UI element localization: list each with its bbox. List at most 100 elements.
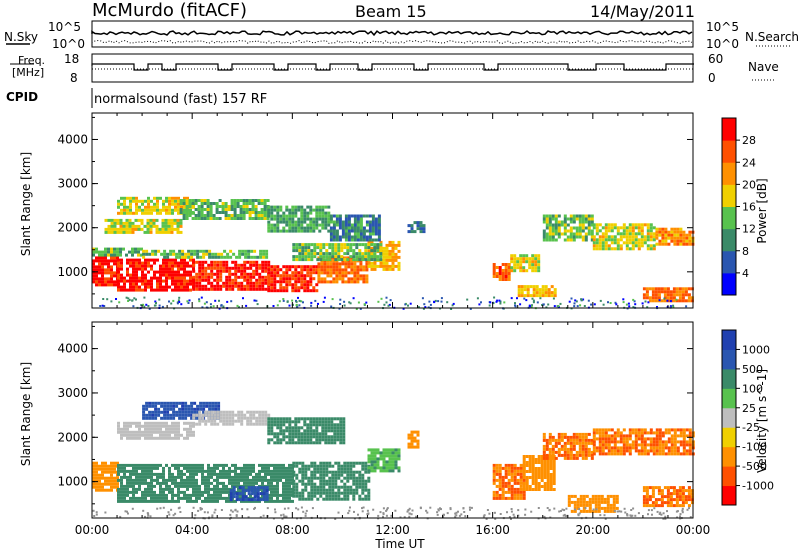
scatter-cell	[377, 226, 381, 230]
scatter-cell	[361, 491, 365, 495]
scatter-cell	[219, 475, 222, 479]
scatter-cell	[604, 247, 608, 251]
scatter-cell	[324, 214, 328, 218]
scatter-cell	[135, 481, 138, 485]
scatter-cell	[261, 410, 265, 414]
scatter-cell	[598, 446, 602, 450]
scatter-cell	[349, 488, 353, 492]
scatter-cell	[504, 272, 508, 275]
scatter-cell	[545, 447, 549, 451]
scatter-cell	[631, 235, 635, 239]
scatter-cell	[279, 478, 282, 482]
scatter-cell	[177, 475, 180, 479]
scatter-cell	[510, 496, 514, 500]
scatter-cell	[198, 469, 201, 473]
scatter-cell	[504, 275, 508, 278]
scatter-cell	[165, 267, 168, 271]
scatter-cell	[572, 447, 576, 451]
scatter-cell	[218, 205, 222, 208]
scatter-cell	[382, 448, 386, 452]
scatter-cell	[267, 469, 270, 473]
scatter-cell	[113, 280, 116, 284]
scatter-cell	[150, 430, 153, 434]
scatter-cell	[163, 413, 167, 417]
scatter-cell	[174, 270, 177, 274]
scatter-cell	[309, 265, 313, 269]
scatter-cell	[126, 436, 129, 440]
scatter-cell	[364, 252, 368, 256]
scatter-cell	[116, 221, 120, 225]
scatter-cell	[498, 272, 502, 275]
scatter-cell	[285, 268, 289, 272]
scatter-cell	[684, 290, 688, 294]
ground-scatter-cell	[298, 299, 301, 302]
ground-scatter-cell	[143, 305, 146, 308]
scatter-cell	[138, 475, 141, 479]
ground-scatter-cell	[599, 299, 602, 302]
scatter-cell	[182, 217, 186, 220]
scatter-cell	[267, 280, 271, 284]
scatter-cell	[119, 230, 123, 234]
scatter-cell	[123, 490, 126, 494]
scatter-cell	[145, 249, 149, 253]
scatter-cell	[276, 472, 279, 476]
scatter-cell	[298, 494, 302, 498]
scatter-cell	[307, 479, 311, 483]
scatter-cell	[361, 258, 365, 262]
scatter-cell	[288, 478, 291, 482]
scatter-cell	[270, 226, 274, 230]
scatter-cell	[98, 277, 101, 281]
scatter-cell	[228, 413, 232, 417]
scatter-cell	[649, 232, 653, 236]
scatter-cell	[355, 461, 359, 465]
scatter-cell	[237, 478, 240, 482]
scatter-cell	[507, 272, 511, 275]
scatter-cell	[282, 435, 286, 439]
scatter-cell	[104, 256, 107, 260]
scatter-cell	[276, 208, 280, 212]
scatter-cell	[291, 271, 295, 275]
scatter-cell	[371, 238, 375, 242]
scatter-cell	[687, 296, 691, 300]
scatter-cell	[546, 464, 550, 467]
scatter-cell	[534, 257, 538, 261]
scatter-cell	[679, 242, 683, 246]
ground-scatter-cell	[656, 306, 658, 308]
scatter-cell	[349, 485, 353, 489]
scatter-cell	[670, 440, 674, 444]
scatter-cell	[162, 499, 165, 503]
scatter-cell	[330, 426, 334, 430]
scatter-cell	[249, 481, 252, 485]
scatter-cell	[355, 470, 359, 474]
scatter-cell	[681, 296, 685, 300]
scatter-cell	[125, 221, 129, 225]
scatter-cell	[325, 494, 329, 498]
scatter-cell	[147, 499, 150, 503]
scatter-cell	[318, 208, 322, 212]
scatter-cell	[159, 499, 162, 503]
scatter-cell	[361, 255, 365, 259]
scatter-cell	[631, 247, 635, 251]
scatter-cell	[367, 448, 371, 452]
scatter-cell	[316, 491, 320, 495]
scatter-cell	[144, 273, 147, 277]
scatter-cell	[661, 452, 665, 456]
scatter-cell	[123, 484, 126, 488]
scatter-cell	[672, 287, 676, 291]
scatter-cell	[95, 476, 98, 480]
scatter-cell	[325, 473, 329, 477]
scatter-cell	[148, 404, 152, 408]
scatter-cell	[156, 196, 159, 200]
scatter-cell	[228, 487, 231, 491]
scatter-cell	[295, 464, 299, 468]
scatter-cell	[325, 491, 329, 495]
scatter-cell	[213, 496, 216, 500]
ground-scatter-cell	[582, 298, 585, 301]
scatter-cell	[335, 277, 339, 281]
scatter-cell	[250, 249, 254, 253]
scatter-cell	[634, 226, 638, 230]
scatter-cell	[625, 226, 629, 230]
scatter-cell	[173, 221, 177, 225]
ground-scatter-cell	[488, 304, 491, 307]
scatter-cell	[137, 224, 141, 228]
